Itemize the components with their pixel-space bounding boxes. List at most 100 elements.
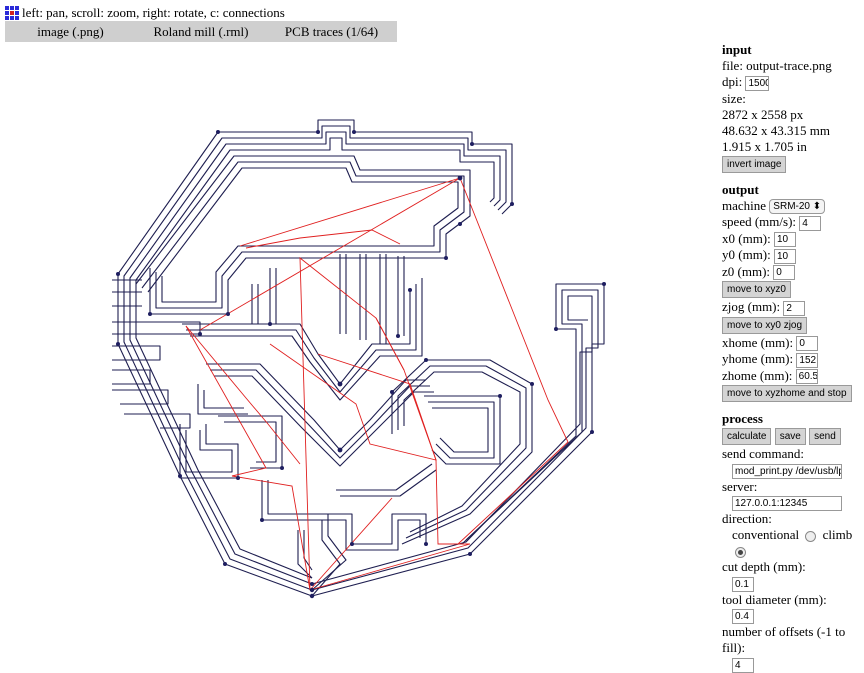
toolpath-svg[interactable] <box>0 44 712 607</box>
help-text: left: pan, scroll: zoom, right: rotate, … <box>22 5 285 20</box>
trace-path <box>297 530 313 579</box>
toolpath-view[interactable] <box>0 44 712 607</box>
calculate-button[interactable]: calculate <box>722 428 772 446</box>
yhome-input[interactable]: 152.4 <box>796 352 819 368</box>
zhome-input[interactable]: 60.5 <box>795 369 818 385</box>
tab-pcb-traces[interactable]: PCB traces (1/64) <box>284 24 379 39</box>
speed-input[interactable]: 4 <box>799 215 822 231</box>
trace-path <box>186 284 417 393</box>
trace-path <box>311 289 599 591</box>
trace-path <box>339 254 405 344</box>
input-heading: input <box>722 42 752 57</box>
offsets-input[interactable]: 4 <box>732 657 754 673</box>
climb-label: climb <box>822 527 853 543</box>
trace-path <box>251 268 277 324</box>
trace-path <box>424 395 501 465</box>
trace-path <box>135 137 495 579</box>
trace-path <box>135 155 471 315</box>
conventional-radio[interactable] <box>805 530 817 542</box>
conventional-label: conventional <box>732 527 800 543</box>
ratsnest-connections <box>185 177 569 591</box>
trace-path <box>117 119 513 597</box>
format-tabs: image (.png) Roland mill (.rml) PCB trac… <box>5 21 397 42</box>
input-file: file: output-trace.png <box>722 58 832 73</box>
direction-label: direction: <box>722 511 772 527</box>
trace-path <box>147 167 459 303</box>
trace-path <box>218 415 283 469</box>
machine-label: machine <box>722 197 767 213</box>
connection-line <box>309 543 471 591</box>
trace-path <box>206 363 426 451</box>
trace-path <box>112 279 201 335</box>
control-panel: input file: output-trace.png dpi: 1500 s… <box>722 42 862 673</box>
trace-path <box>112 389 191 429</box>
help-bar: left: pan, scroll: zoom, right: rotate, … <box>5 5 285 21</box>
dpi-label: dpi: <box>722 74 743 89</box>
connection-line <box>185 325 301 465</box>
send-button[interactable]: send <box>809 428 841 446</box>
trace-path <box>311 295 593 585</box>
trace-path <box>432 407 489 453</box>
tab-roland-mill-rml[interactable]: Roland mill (.rml) <box>153 24 249 39</box>
dpi-input[interactable]: 1500 <box>745 75 770 91</box>
server-input[interactable]: 127.0.0.1:12345 <box>732 496 842 512</box>
zhome-label: zhome (mm): <box>722 367 793 383</box>
connection-line <box>199 177 461 331</box>
cut-depth-label: cut depth (mm): <box>722 559 806 575</box>
connection-line <box>185 325 311 591</box>
send-command-label: send command: <box>722 446 804 462</box>
xhome-input[interactable]: 0 <box>796 336 819 352</box>
trace-path <box>179 424 239 479</box>
climb-radio[interactable] <box>735 546 746 558</box>
trace-path <box>391 359 533 545</box>
send-command-input[interactable]: mod_print.py /dev/usb/lp0 <box>732 463 842 479</box>
tab-image-png[interactable]: image (.png) <box>37 24 104 39</box>
connection-line <box>269 343 437 461</box>
move-to-xy0-zjog-button[interactable]: move to xy0 zjog <box>722 316 808 334</box>
trace-path <box>403 371 521 533</box>
server-label: server: <box>722 478 758 494</box>
move-to-xyzhome-button[interactable]: move to xyzhome and stop <box>722 385 852 403</box>
invert-image-button[interactable]: invert image <box>722 155 787 173</box>
x0-label: x0 (mm): <box>722 230 771 246</box>
trace-path <box>397 365 527 539</box>
connection-line <box>457 177 569 545</box>
size-label: size: <box>722 90 746 106</box>
trace-path <box>123 125 507 591</box>
trace-path <box>129 131 501 585</box>
y0-label: y0 (mm): <box>722 247 771 263</box>
zjog-input[interactable]: 2 <box>783 300 806 316</box>
trace-path <box>112 345 161 385</box>
trace-path <box>190 278 423 401</box>
machine-select[interactable]: SRM-20 ⬍ <box>769 199 826 215</box>
size-px: 2872 x 2558 px <box>722 106 804 122</box>
trace-nodes <box>116 130 606 599</box>
size-mm: 48.632 x 43.315 mm <box>722 122 830 138</box>
toolpath-traces <box>112 119 605 597</box>
trace-path <box>311 283 605 597</box>
connection-line <box>245 229 401 249</box>
size-in: 1.915 x 1.705 in <box>722 138 807 154</box>
offsets-label: number of offsets (-1 to fill): <box>722 624 846 656</box>
x0-input[interactable]: 10 <box>774 232 796 248</box>
trace-path <box>197 384 248 415</box>
trace-path <box>336 463 437 497</box>
move-to-xyz0-button[interactable]: move to xyz0 <box>722 281 791 299</box>
trace-path <box>214 375 434 467</box>
tool-diameter-input[interactable]: 0.4 <box>732 609 754 625</box>
z0-label: z0 (mm): <box>722 263 771 279</box>
cut-depth-input[interactable]: 0.1 <box>732 576 754 592</box>
yhome-label: yhome (mm): <box>722 351 794 367</box>
z0-input[interactable]: 0 <box>773 265 796 281</box>
tool-diameter-label: tool diameter (mm): <box>722 591 827 607</box>
trace-path <box>141 161 465 309</box>
connection-line <box>375 317 470 545</box>
connection-line <box>239 177 461 247</box>
process-heading: process <box>722 411 763 427</box>
xhome-label: xhome (mm): <box>722 334 794 350</box>
y0-input[interactable]: 10 <box>774 248 796 264</box>
save-button[interactable]: save <box>774 428 806 446</box>
zjog-label: zjog (mm): <box>722 299 781 315</box>
trace-path <box>267 480 347 591</box>
mods-grid-icon[interactable] <box>5 6 19 20</box>
